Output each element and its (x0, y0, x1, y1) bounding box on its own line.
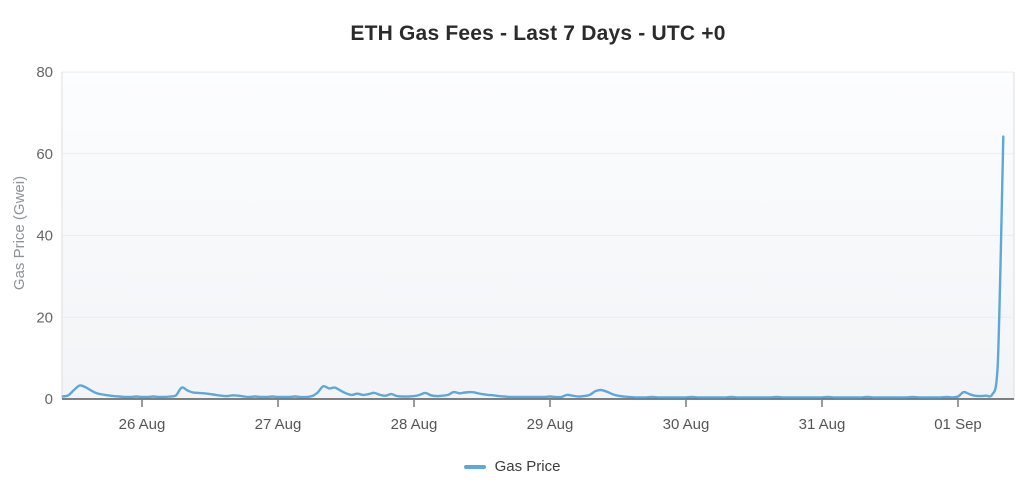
chart-title: ETH Gas Fees - Last 7 Days - UTC +0 (350, 22, 726, 45)
legend-label: Gas Price (494, 458, 561, 475)
x-tick-label-01-sep: 01 Sep (934, 416, 982, 433)
y-tick-label-40: 40 (36, 228, 53, 245)
x-tick-label-28-aug: 28 Aug (391, 416, 438, 433)
y-tick-label-60: 60 (36, 146, 53, 163)
y-tick-label-80: 80 (36, 64, 53, 81)
x-tick-label-27-aug: 27 Aug (255, 416, 302, 433)
y-tick-label-0: 0 (45, 391, 53, 408)
gas-price-line (61, 135, 1005, 399)
x-tick-label-31-aug: 31 Aug (799, 416, 846, 433)
x-tick-label-29-aug: 29 Aug (527, 416, 574, 433)
chart-legend[interactable]: Gas Price (0, 458, 1024, 475)
x-tick-label-30-aug: 30 Aug (663, 416, 710, 433)
legend-marker-icon (463, 464, 486, 469)
x-tick-label-26-aug: 26 Aug (119, 416, 166, 433)
y-tick-label-20: 20 (36, 309, 53, 326)
